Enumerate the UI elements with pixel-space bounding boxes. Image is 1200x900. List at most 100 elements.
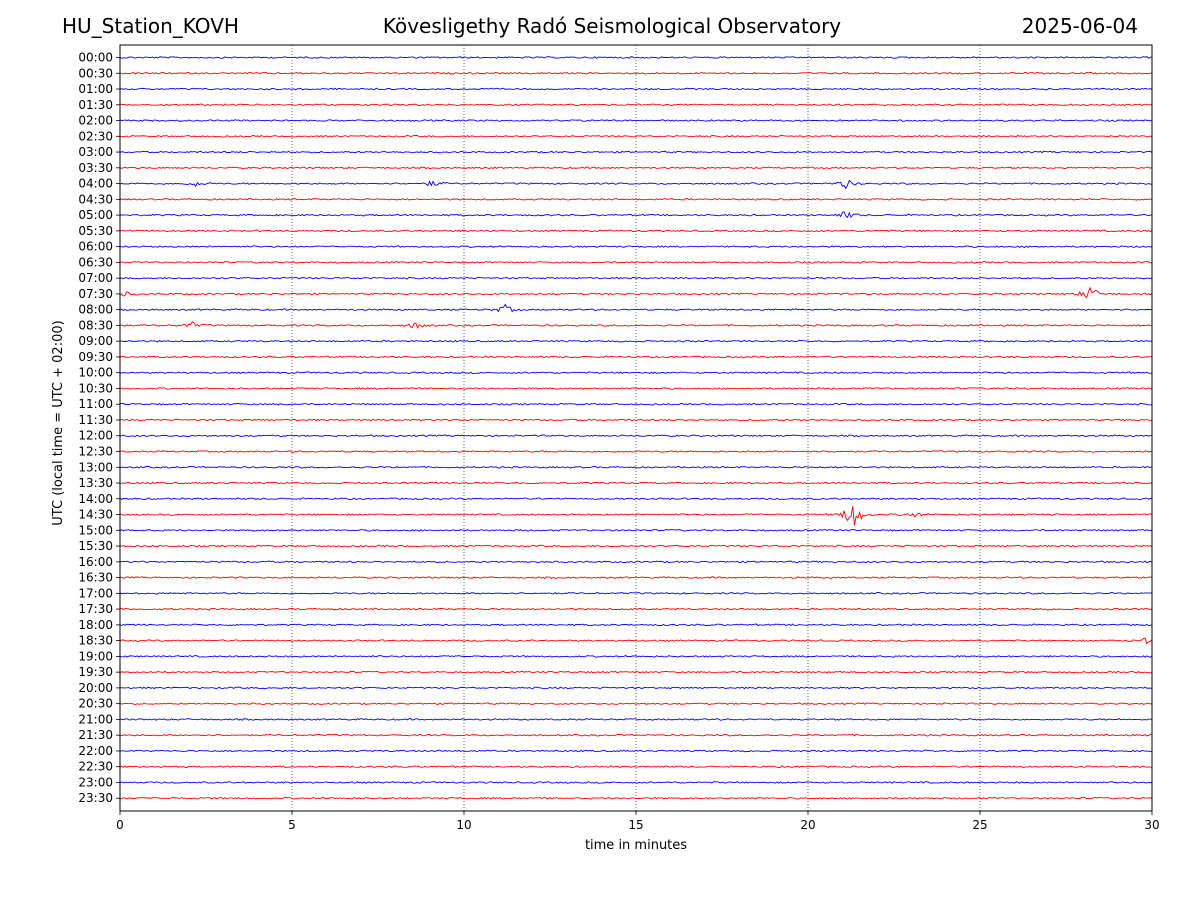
x-tick-label: 5	[288, 818, 296, 832]
trace-0330	[119, 166, 1153, 170]
y-tick-label: 13:00	[78, 460, 113, 474]
y-tick-label: 14:00	[78, 492, 113, 506]
trace-2130	[119, 733, 1153, 737]
trace-0400	[119, 179, 1153, 190]
trace-0530	[119, 229, 1153, 233]
y-tick-label: 20:30	[78, 697, 113, 711]
trace-1030	[119, 387, 1153, 390]
x-tick-label: 15	[628, 818, 643, 832]
y-tick-label: 12:00	[78, 429, 113, 443]
y-tick-label: 01:30	[78, 98, 113, 112]
trace-1230	[119, 450, 1153, 453]
y-tick-label: 03:00	[78, 145, 113, 159]
trace-0000	[119, 56, 1153, 59]
y-axis-label: UTC (local time = UTC + 02:00)	[51, 320, 66, 525]
trace-1400	[119, 497, 1153, 501]
trace-0800	[119, 303, 1153, 313]
trace-2230	[119, 765, 1153, 769]
y-tick-label: 03:30	[78, 161, 113, 175]
y-tick-label: 00:00	[78, 51, 113, 65]
y-tick-label: 18:00	[78, 618, 113, 632]
y-tick-label: 14:30	[78, 508, 113, 522]
y-tick-label: 08:30	[78, 318, 113, 332]
record-date: 2025-06-04	[1021, 14, 1138, 38]
trace-0930	[119, 355, 1153, 359]
y-tick-label: 17:30	[78, 602, 113, 616]
observatory-title: Kövesligethy Radó Seismological Observat…	[382, 14, 842, 38]
y-tick-label: 23:00	[78, 775, 113, 789]
trace-1600	[119, 560, 1153, 564]
x-tick-label: 20	[800, 818, 815, 832]
y-tick-label: 06:00	[78, 240, 113, 254]
trace-2030	[119, 702, 1153, 706]
trace-0230	[119, 134, 1153, 138]
trace-0700	[119, 276, 1153, 280]
trace-1130	[119, 418, 1153, 422]
y-tick-label: 09:00	[78, 334, 113, 348]
trace-1000	[119, 371, 1153, 375]
y-tick-label: 22:00	[78, 744, 113, 758]
y-tick-label: 22:30	[78, 760, 113, 774]
trace-0100	[119, 87, 1153, 91]
trace-1800	[119, 623, 1153, 627]
y-tick-label: 11:30	[78, 413, 113, 427]
trace-0730	[119, 286, 1153, 299]
y-tick-label: 16:30	[78, 571, 113, 585]
x-tick-label: 10	[456, 818, 471, 832]
y-tick-label: 05:00	[78, 208, 113, 222]
trace-1500	[119, 528, 1153, 532]
trace-0830	[119, 321, 1153, 330]
x-axis-label: time in minutes	[585, 838, 687, 853]
y-tick-label: 00:30	[78, 66, 113, 80]
y-tick-label: 21:30	[78, 728, 113, 742]
trace-0430	[119, 197, 1153, 201]
trace-1100	[119, 402, 1153, 406]
y-tick-label: 07:30	[78, 287, 113, 301]
y-tick-label: 01:00	[78, 82, 113, 96]
trace-0130	[119, 103, 1153, 107]
y-tick-label: 10:30	[78, 381, 113, 395]
y-tick-label: 09:30	[78, 350, 113, 364]
y-tick-label: 07:00	[78, 271, 113, 285]
trace-2300	[119, 781, 1153, 784]
trace-1700	[119, 591, 1153, 595]
y-tick-label: 15:30	[78, 539, 113, 553]
trace-1930	[119, 670, 1153, 674]
y-tick-label: 12:30	[78, 445, 113, 459]
y-tick-label: 06:30	[78, 255, 113, 269]
y-tick-label: 23:30	[78, 791, 113, 805]
trace-1300	[119, 465, 1153, 469]
x-tick-label: 30	[1144, 818, 1159, 832]
y-tick-label: 02:30	[78, 129, 113, 143]
trace-0630	[119, 261, 1153, 264]
trace-1200	[119, 434, 1153, 438]
trace-2000	[119, 686, 1153, 690]
trace-2100	[119, 718, 1153, 721]
x-tick-label: 0	[116, 818, 124, 832]
station-name: HU_Station_KOVH	[62, 14, 239, 38]
y-tick-label: 16:00	[78, 555, 113, 569]
trace-2200	[119, 749, 1153, 753]
y-tick-label: 20:00	[78, 681, 113, 695]
trace-1630	[119, 576, 1153, 580]
trace-2330	[119, 796, 1153, 800]
y-tick-label: 19:30	[78, 665, 113, 679]
y-tick-label: 21:00	[78, 712, 113, 726]
y-tick-label: 08:00	[78, 303, 113, 317]
y-tick-label: 19:00	[78, 649, 113, 663]
trace-1730	[119, 607, 1153, 611]
y-tick-label: 13:30	[78, 476, 113, 490]
y-tick-label: 10:00	[78, 366, 113, 380]
y-tick-label: 18:30	[78, 634, 113, 648]
trace-1830	[119, 637, 1153, 645]
y-tick-label: 17:00	[78, 586, 113, 600]
trace-0200	[119, 119, 1153, 122]
y-tick-label: 04:00	[78, 177, 113, 191]
trace-1530	[119, 544, 1153, 548]
trace-1430	[119, 506, 1153, 526]
trace-0300	[119, 150, 1153, 154]
y-tick-label: 02:00	[78, 114, 113, 128]
trace-0600	[119, 245, 1153, 248]
trace-0030	[119, 71, 1153, 75]
